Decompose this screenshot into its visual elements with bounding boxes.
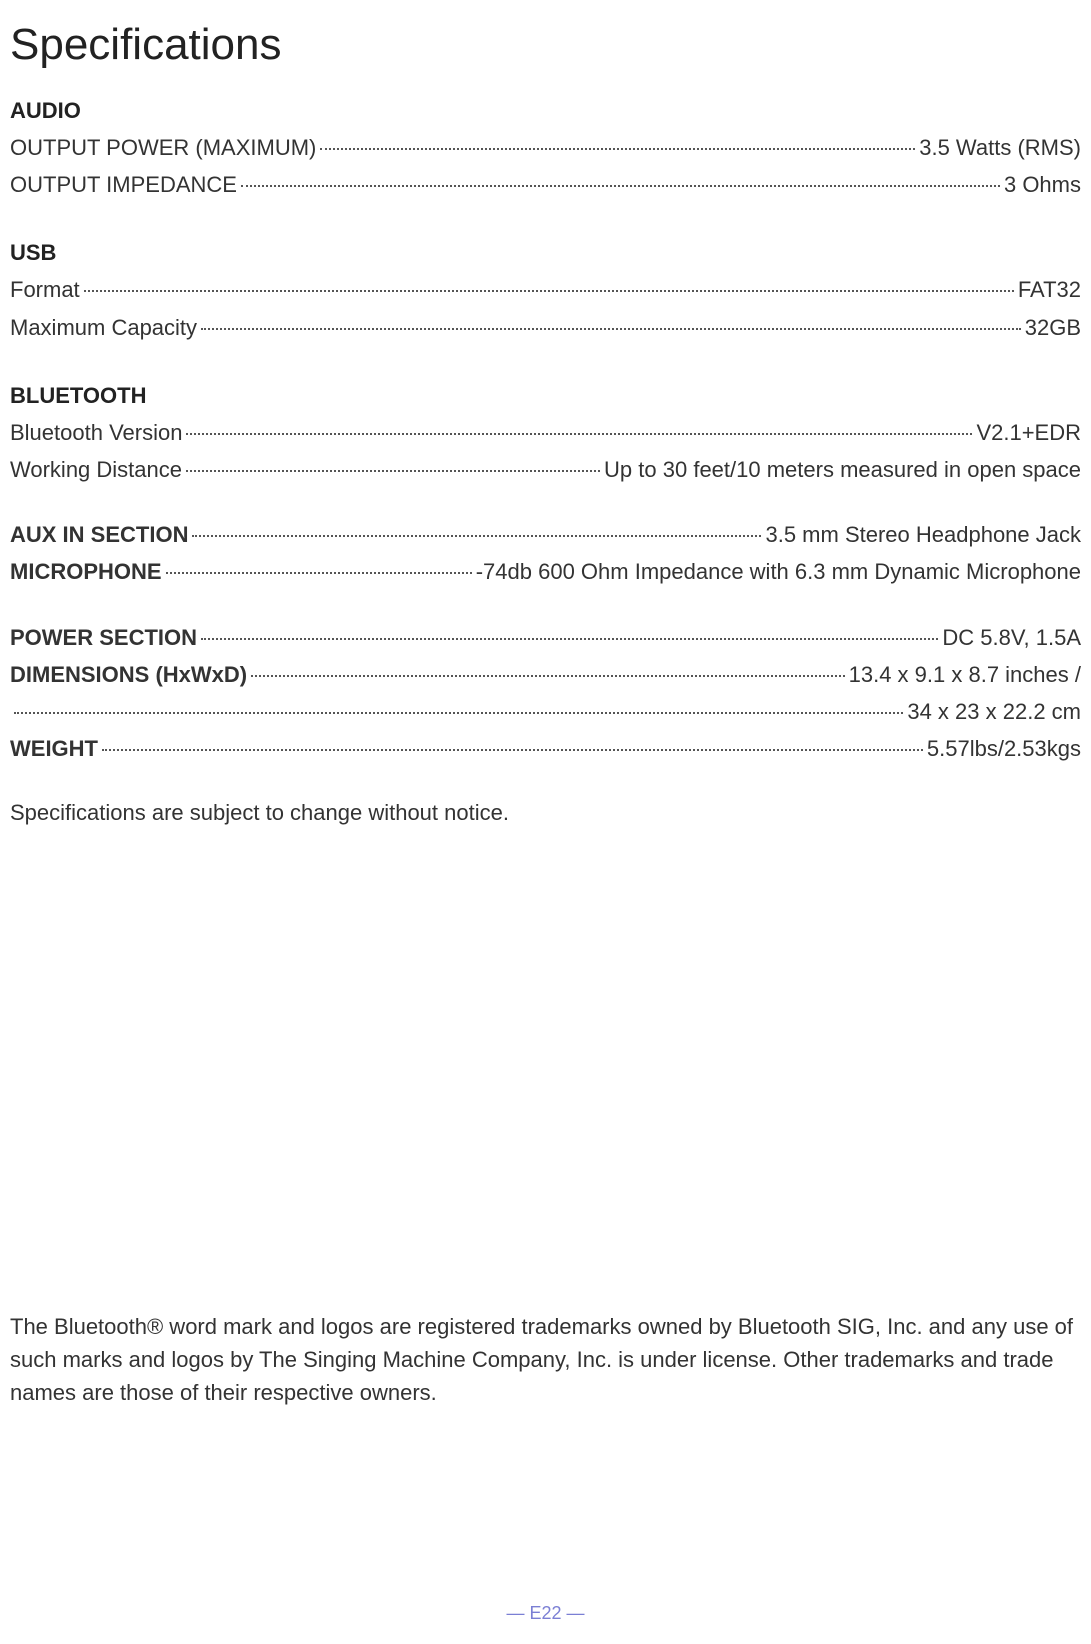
spec-dots [201,638,938,640]
section-header: BLUETOOTH [10,383,1081,409]
spec-row: POWER SECTION DC 5.8V, 1.5A [10,620,1081,655]
spec-label: AUX IN SECTION [10,517,188,552]
spec-dots [320,148,915,150]
spec-dots [186,470,600,472]
spec-dots [192,535,761,537]
spec-value: 3.5 mm Stereo Headphone Jack [765,517,1081,552]
spec-dots [166,572,472,574]
spec-row: OUTPUT POWER (MAXIMUM) 3.5 Watts (RMS) [10,130,1081,165]
spec-row: DIMENSIONS (HxWxD) 13.4 x 9.1 x 8.7 inche… [10,657,1081,692]
specs-notice: Specifications are subject to change wit… [10,796,1081,829]
spec-value: 3.5 Watts (RMS) [919,130,1081,165]
spec-row: 34 x 23 x 22.2 cm [10,694,1081,729]
spec-label: MICROPHONE [10,554,162,589]
spec-label: WEIGHT [10,731,98,766]
trademark-notice: The Bluetooth® word mark and logos are r… [10,1310,1081,1409]
spec-value: -74db 600 Ohm Impedance with 6.3 mm Dyna… [476,554,1081,589]
spec-label: Bluetooth Version [10,415,182,450]
spec-row: AUX IN SECTION 3.5 mm Stereo Headphone Ja… [10,517,1081,552]
spec-label: Working Distance [10,452,182,487]
spec-dots [102,749,923,751]
spec-row: OUTPUT IMPEDANCE 3 Ohms [10,167,1081,202]
spec-dots [241,185,1000,187]
spec-dots [84,290,1014,292]
page-title: Specifications [10,20,1081,70]
page-footer: — E22 — [0,1603,1091,1624]
spec-value: 3 Ohms [1004,167,1081,202]
spec-value: 34 x 23 x 22.2 cm [907,694,1081,729]
spec-value: V2.1+EDR [976,415,1081,450]
spec-row: Maximum Capacity 32GB [10,310,1081,345]
spec-row: Working Distance Up to 30 feet/10 meters … [10,452,1081,487]
section-header: AUDIO [10,98,1081,124]
spec-label: OUTPUT POWER (MAXIMUM) [10,130,316,165]
spec-value: 5.57lbs/2.53kgs [927,731,1081,766]
spec-label: Maximum Capacity [10,310,197,345]
spec-value: 32GB [1025,310,1081,345]
spec-label: DIMENSIONS (HxWxD) [10,657,247,692]
section-header: USB [10,240,1081,266]
spec-dots [14,712,903,714]
spec-value: Up to 30 feet/10 meters measured in open… [604,452,1081,487]
spec-label: OUTPUT IMPEDANCE [10,167,237,202]
spec-label: POWER SECTION [10,620,197,655]
spec-value: FAT32 [1018,272,1081,307]
spec-dots [251,675,845,677]
spec-row: Bluetooth Version V2.1+EDR [10,415,1081,450]
spec-row: MICROPHONE -74db 600 Ohm Impedance with 6… [10,554,1081,589]
spec-label: Format [10,272,80,307]
spec-row: WEIGHT 5.57lbs/2.53kgs [10,731,1081,766]
spec-row: Format FAT32 [10,272,1081,307]
spec-value: DC 5.8V, 1.5A [942,620,1081,655]
spec-value: 13.4 x 9.1 x 8.7 inches / [849,657,1081,692]
spec-dots [186,433,972,435]
spec-dots [201,328,1021,330]
